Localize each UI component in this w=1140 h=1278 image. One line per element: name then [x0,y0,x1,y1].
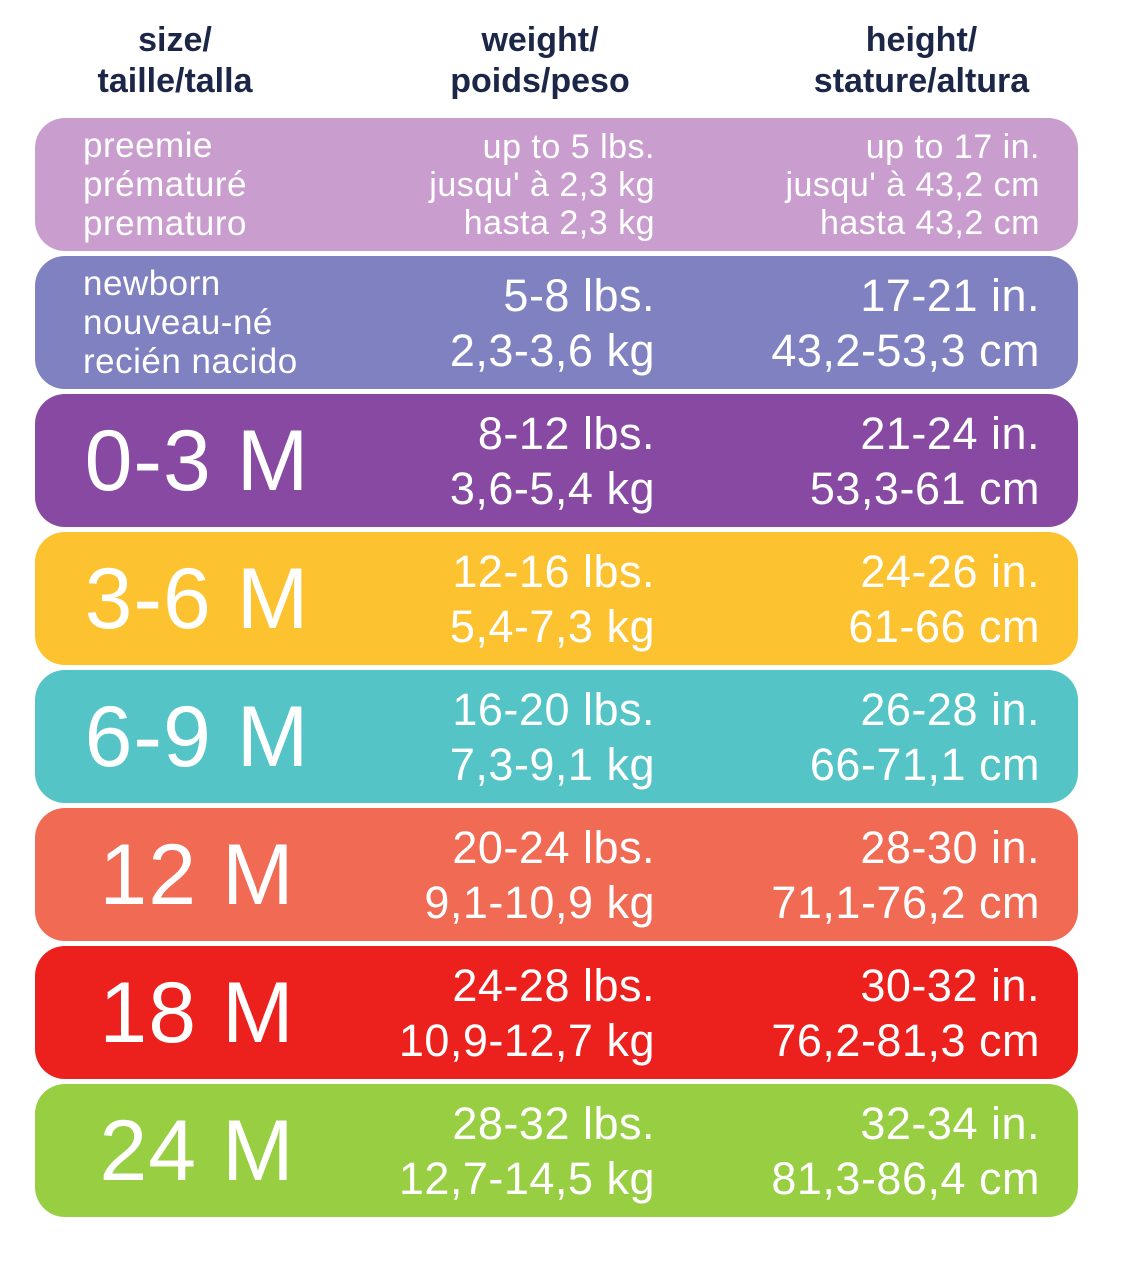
size-value-line: nouveau-né [83,303,273,342]
height-column-header-line: stature/altura [813,62,1030,100]
size-chart: size/ taille/talla weight/ poids/peso he… [35,0,1078,1217]
size-column-header-line: size/ [138,21,212,59]
weight-value-line: jusqu' à 2,3 kg [429,165,655,204]
weight-value-line: 12-16 lbs. [452,545,655,597]
size-cell: newborn nouveau-né recién nacido [35,264,323,381]
size-cell: 0-3 M [35,413,323,509]
height-value-line: 53,3-61 cm [809,462,1040,514]
size-value-line: 3-6 M [84,550,310,647]
height-value-line: 24-26 in. [860,545,1040,597]
height-cell: 30-32 in. 76,2-81,3 cm [655,958,1078,1068]
weight-cell: 28-32 lbs. 12,7-14,5 kg [323,1096,655,1206]
weight-value-line: 7,3-9,1 kg [449,738,655,790]
height-column-header-line: height/ [865,21,978,59]
height-value-line: 61-66 cm [848,600,1040,652]
size-row-18m: 18 M 24-28 lbs. 10,9-12,7 kg 30-32 in. 76,2-… [35,946,1078,1079]
size-value-line: recién nacido [83,342,298,381]
size-cell: preemie prématuré prematuro [35,126,323,243]
weight-value-line: 16-20 lbs. [452,683,655,735]
weight-value-line: 3,6-5,4 kg [449,462,655,514]
weight-value-line: 2,3-3,6 kg [449,324,655,376]
height-value-line: 43,2-53,3 cm [771,324,1040,376]
size-value-line: prématuré [83,165,248,204]
height-value-line: 30-32 in. [860,959,1040,1011]
height-cell: up to 17 in. jusqu' à 43,2 cm hasta 43,2 c… [655,128,1078,242]
weight-value-line: 5-8 lbs. [503,269,655,321]
weight-cell: 24-28 lbs. 10,9-12,7 kg [323,958,655,1068]
height-cell: 28-30 in. 71,1-76,2 cm [655,820,1078,930]
weight-cell: 20-24 lbs. 9,1-10,9 kg [323,820,655,930]
weight-value-line: up to 5 lbs. [482,127,655,166]
size-value-line: 0-3 M [84,412,310,509]
height-value-line: up to 17 in. [865,127,1040,166]
size-cell: 18 M [35,965,323,1061]
height-cell: 24-26 in. 61-66 cm [655,544,1078,654]
column-headers: size/ taille/talla weight/ poids/peso he… [35,20,1078,116]
weight-column-header: weight/ poids/peso [315,20,765,102]
size-cell: 3-6 M [35,551,323,647]
size-value-line: newborn [83,264,221,303]
height-cell: 32-34 in. 81,3-86,4 cm [655,1096,1078,1206]
size-value-line: 24 M [99,1102,295,1199]
size-row-0-3m: 0-3 M 8-12 lbs. 3,6-5,4 kg 21-24 in. 53,3-61… [35,394,1078,527]
size-cell: 24 M [35,1103,323,1199]
weight-value-line: 20-24 lbs. [452,821,655,873]
height-value-line: 71,1-76,2 cm [771,876,1040,928]
weight-cell: 12-16 lbs. 5,4-7,3 kg [323,544,655,654]
weight-cell: 5-8 lbs. 2,3-3,6 kg [323,268,655,378]
size-column-header: size/ taille/talla [35,20,315,102]
size-row-6-9m: 6-9 M 16-20 lbs. 7,3-9,1 kg 26-28 in. 66-71,… [35,670,1078,803]
height-value-line: 76,2-81,3 cm [771,1014,1040,1066]
height-value-line: 28-30 in. [860,821,1040,873]
size-value-line: 18 M [99,964,295,1061]
height-value-line: 26-28 in. [860,683,1040,735]
height-value-line: 66-71,1 cm [809,738,1040,790]
size-row-12m: 12 M 20-24 lbs. 9,1-10,9 kg 28-30 in. 71,1-7… [35,808,1078,941]
weight-column-header-line: weight/ [481,21,599,59]
size-value-line: 6-9 M [84,688,310,785]
height-value-line: 17-21 in. [860,269,1040,321]
weight-cell: 8-12 lbs. 3,6-5,4 kg [323,406,655,516]
weight-value-line: 10,9-12,7 kg [398,1014,655,1066]
size-row-preemie: preemie prématuré prematuro up to 5 lbs. jus… [35,118,1078,251]
weight-cell: 16-20 lbs. 7,3-9,1 kg [323,682,655,792]
height-value-line: hasta 43,2 cm [819,203,1040,242]
size-value-line: prematuro [83,204,248,243]
height-value-line: jusqu' à 43,2 cm [785,165,1040,204]
weight-value-line: hasta 2,3 kg [463,203,655,242]
size-value-line: preemie [83,126,213,165]
height-column-header: height/ stature/altura [765,20,1078,102]
size-cell: 12 M [35,827,323,923]
size-chart-rows: preemie prématuré prematuro up to 5 lbs. jus… [35,118,1078,1217]
weight-column-header-line: poids/peso [450,62,630,100]
size-row-3-6m: 3-6 M 12-16 lbs. 5,4-7,3 kg 24-26 in. 61-66 … [35,532,1078,665]
height-value-line: 21-24 in. [860,407,1040,459]
weight-value-line: 8-12 lbs. [477,407,655,459]
weight-cell: up to 5 lbs. jusqu' à 2,3 kg hasta 2,3 kg [323,128,655,242]
weight-value-line: 12,7-14,5 kg [398,1152,655,1204]
height-value-line: 81,3-86,4 cm [771,1152,1040,1204]
height-cell: 21-24 in. 53,3-61 cm [655,406,1078,516]
size-column-header-line: taille/talla [97,62,253,100]
height-cell: 26-28 in. 66-71,1 cm [655,682,1078,792]
weight-value-line: 28-32 lbs. [452,1097,655,1149]
size-value-line: 12 M [99,826,295,923]
size-cell: 6-9 M [35,689,323,785]
height-cell: 17-21 in. 43,2-53,3 cm [655,268,1078,378]
weight-value-line: 9,1-10,9 kg [424,876,655,928]
size-row-newborn: newborn nouveau-né recién nacido 5-8 lbs. 2,… [35,256,1078,389]
size-row-24m: 24 M 28-32 lbs. 12,7-14,5 kg 32-34 in. 81,3-… [35,1084,1078,1217]
weight-value-line: 5,4-7,3 kg [449,600,655,652]
weight-value-line: 24-28 lbs. [452,959,655,1011]
height-value-line: 32-34 in. [860,1097,1040,1149]
